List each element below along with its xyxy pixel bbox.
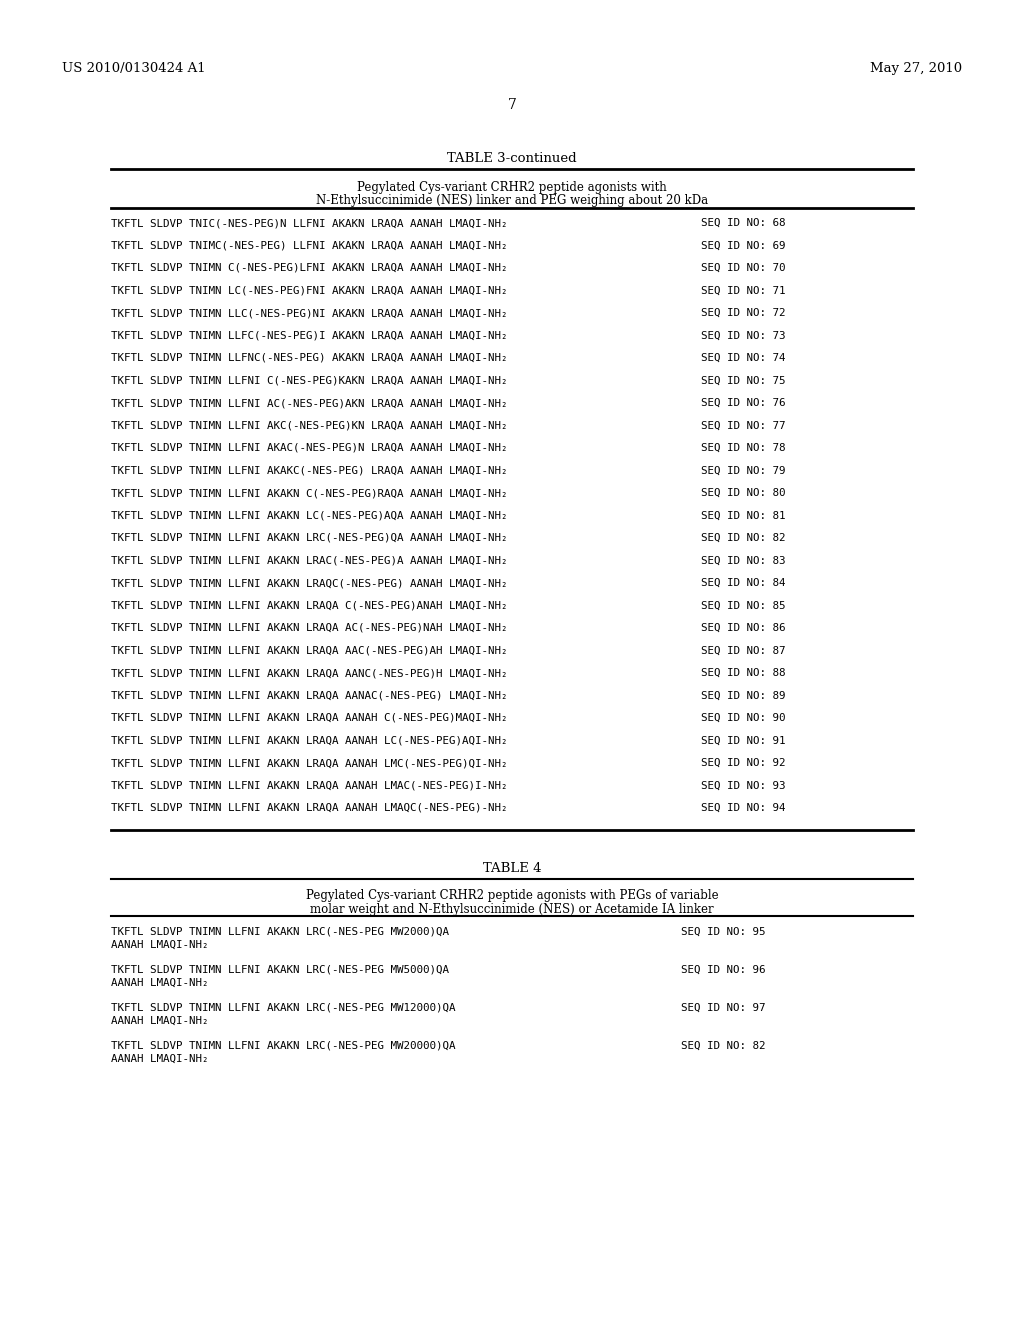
Text: TKFTL SLDVP TNIMC(-NES-PEG) LLFNI AKAKN LRAQA AANAH LMAQI-NH₂: TKFTL SLDVP TNIMC(-NES-PEG) LLFNI AKAKN … xyxy=(111,240,507,251)
Text: TKFTL SLDVP TNIMN LLFNI AKAKN LC(-NES-PEG)AQA AANAH LMAQI-NH₂: TKFTL SLDVP TNIMN LLFNI AKAKN LC(-NES-PE… xyxy=(111,511,507,520)
Text: TKFTL SLDVP TNIMN LLFNI AC(-NES-PEG)AKN LRAQA AANAH LMAQI-NH₂: TKFTL SLDVP TNIMN LLFNI AC(-NES-PEG)AKN … xyxy=(111,399,507,408)
Text: TKFTL SLDVP TNIMN LLFNC(-NES-PEG) AKAKN LRAQA AANAH LMAQI-NH₂: TKFTL SLDVP TNIMN LLFNC(-NES-PEG) AKAKN … xyxy=(111,352,507,363)
Text: TKFTL SLDVP TNIMN C(-NES-PEG)LFNI AKAKN LRAQA AANAH LMAQI-NH₂: TKFTL SLDVP TNIMN C(-NES-PEG)LFNI AKAKN … xyxy=(111,263,507,273)
Text: SEQ ID NO: 96: SEQ ID NO: 96 xyxy=(681,965,766,974)
Text: TKFTL SLDVP TNIMN LLFNI AKAKN LRAQA AANAH C(-NES-PEG)MAQI-NH₂: TKFTL SLDVP TNIMN LLFNI AKAKN LRAQA AANA… xyxy=(111,713,507,723)
Text: TKFTL SLDVP TNIMN LLFNI AKAKN LRC(-NES-PEG MW2000)QA: TKFTL SLDVP TNIMN LLFNI AKAKN LRC(-NES-P… xyxy=(111,927,449,936)
Text: TKFTL SLDVP TNIMN LLC(-NES-PEG)NI AKAKN LRAQA AANAH LMAQI-NH₂: TKFTL SLDVP TNIMN LLC(-NES-PEG)NI AKAKN … xyxy=(111,308,507,318)
Text: TKFTL SLDVP TNIMN LLFNI AKAKN LRAQA AANAH LMAQC(-NES-PEG)-NH₂: TKFTL SLDVP TNIMN LLFNI AKAKN LRAQA AANA… xyxy=(111,803,507,813)
Text: TKFTL SLDVP TNIMN LLFNI AKAKN LRAC(-NES-PEG)A AANAH LMAQI-NH₂: TKFTL SLDVP TNIMN LLFNI AKAKN LRAC(-NES-… xyxy=(111,556,507,565)
Text: SEQ ID NO: 91: SEQ ID NO: 91 xyxy=(701,735,786,746)
Text: SEQ ID NO: 71: SEQ ID NO: 71 xyxy=(701,285,786,296)
Text: TABLE 3-continued: TABLE 3-continued xyxy=(447,152,577,165)
Text: SEQ ID NO: 85: SEQ ID NO: 85 xyxy=(701,601,786,610)
Text: SEQ ID NO: 87: SEQ ID NO: 87 xyxy=(701,645,786,656)
Text: SEQ ID NO: 88: SEQ ID NO: 88 xyxy=(701,668,786,678)
Text: TKFTL SLDVP TNIMN LC(-NES-PEG)FNI AKAKN LRAQA AANAH LMAQI-NH₂: TKFTL SLDVP TNIMN LC(-NES-PEG)FNI AKAKN … xyxy=(111,285,507,296)
Text: SEQ ID NO: 70: SEQ ID NO: 70 xyxy=(701,263,786,273)
Text: SEQ ID NO: 93: SEQ ID NO: 93 xyxy=(701,780,786,791)
Text: SEQ ID NO: 78: SEQ ID NO: 78 xyxy=(701,444,786,453)
Text: TKFTL SLDVP TNIMN LLFC(-NES-PEG)I AKAKN LRAQA AANAH LMAQI-NH₂: TKFTL SLDVP TNIMN LLFC(-NES-PEG)I AKAKN … xyxy=(111,330,507,341)
Text: AANAH LMAQI-NH₂: AANAH LMAQI-NH₂ xyxy=(111,978,208,987)
Text: TKFTL SLDVP TNIMN LLFNI AKAKN LRC(-NES-PEG)QA AANAH LMAQI-NH₂: TKFTL SLDVP TNIMN LLFNI AKAKN LRC(-NES-P… xyxy=(111,533,507,543)
Text: molar weight and N-Ethylsuccinimide (NES) or Acetamide IA linker: molar weight and N-Ethylsuccinimide (NES… xyxy=(310,903,714,916)
Text: TKFTL SLDVP TNIMN LLFNI AKAKN LRAQA AANAH LMC(-NES-PEG)QI-NH₂: TKFTL SLDVP TNIMN LLFNI AKAKN LRAQA AANA… xyxy=(111,758,507,768)
Text: TKFTL SLDVP TNIMN LLFNI AKAKN LRAQC(-NES-PEG) AANAH LMAQI-NH₂: TKFTL SLDVP TNIMN LLFNI AKAKN LRAQC(-NES… xyxy=(111,578,507,587)
Text: AANAH LMAQI-NH₂: AANAH LMAQI-NH₂ xyxy=(111,1015,208,1026)
Text: TABLE 4: TABLE 4 xyxy=(482,862,542,874)
Text: SEQ ID NO: 73: SEQ ID NO: 73 xyxy=(701,330,786,341)
Text: SEQ ID NO: 89: SEQ ID NO: 89 xyxy=(701,690,786,701)
Text: TKFTL SLDVP TNIMN LLFNI AKC(-NES-PEG)KN LRAQA AANAH LMAQI-NH₂: TKFTL SLDVP TNIMN LLFNI AKC(-NES-PEG)KN … xyxy=(111,421,507,430)
Text: TKFTL SLDVP TNIMN LLFNI AKAKN C(-NES-PEG)RAQA AANAH LMAQI-NH₂: TKFTL SLDVP TNIMN LLFNI AKAKN C(-NES-PEG… xyxy=(111,488,507,498)
Text: SEQ ID NO: 76: SEQ ID NO: 76 xyxy=(701,399,786,408)
Text: Pegylated Cys-variant CRHR2 peptide agonists with PEGs of variable: Pegylated Cys-variant CRHR2 peptide agon… xyxy=(306,890,718,903)
Text: SEQ ID NO: 83: SEQ ID NO: 83 xyxy=(701,556,786,565)
Text: TKFTL SLDVP TNIMN LLFNI AKAKN LRAQA C(-NES-PEG)ANAH LMAQI-NH₂: TKFTL SLDVP TNIMN LLFNI AKAKN LRAQA C(-N… xyxy=(111,601,507,610)
Text: SEQ ID NO: 92: SEQ ID NO: 92 xyxy=(701,758,786,768)
Text: SEQ ID NO: 94: SEQ ID NO: 94 xyxy=(701,803,786,813)
Text: SEQ ID NO: 77: SEQ ID NO: 77 xyxy=(701,421,786,430)
Text: TKFTL SLDVP TNIC(-NES-PEG)N LLFNI AKAKN LRAQA AANAH LMAQI-NH₂: TKFTL SLDVP TNIC(-NES-PEG)N LLFNI AKAKN … xyxy=(111,218,507,228)
Text: TKFTL SLDVP TNIMN LLFNI AKAKN LRC(-NES-PEG MW5000)QA: TKFTL SLDVP TNIMN LLFNI AKAKN LRC(-NES-P… xyxy=(111,965,449,974)
Text: TKFTL SLDVP TNIMN LLFNI AKAKN LRAQA AANC(-NES-PEG)H LMAQI-NH₂: TKFTL SLDVP TNIMN LLFNI AKAKN LRAQA AANC… xyxy=(111,668,507,678)
Text: TKFTL SLDVP TNIMN LLFNI AKAKN LRC(-NES-PEG MW20000)QA: TKFTL SLDVP TNIMN LLFNI AKAKN LRC(-NES-P… xyxy=(111,1040,455,1051)
Text: SEQ ID NO: 81: SEQ ID NO: 81 xyxy=(701,511,786,520)
Text: N-Ethylsuccinimide (NES) linker and PEG weighing about 20 kDa: N-Ethylsuccinimide (NES) linker and PEG … xyxy=(316,194,708,207)
Text: SEQ ID NO: 74: SEQ ID NO: 74 xyxy=(701,352,786,363)
Text: TKFTL SLDVP TNIMN LLFNI AKAKN LRAQA AC(-NES-PEG)NAH LMAQI-NH₂: TKFTL SLDVP TNIMN LLFNI AKAKN LRAQA AC(-… xyxy=(111,623,507,634)
Text: TKFTL SLDVP TNIMN LLFNI AKAC(-NES-PEG)N LRAQA AANAH LMAQI-NH₂: TKFTL SLDVP TNIMN LLFNI AKAC(-NES-PEG)N … xyxy=(111,444,507,453)
Text: SEQ ID NO: 80: SEQ ID NO: 80 xyxy=(701,488,786,498)
Text: TKFTL SLDVP TNIMN LLFNI C(-NES-PEG)KAKN LRAQA AANAH LMAQI-NH₂: TKFTL SLDVP TNIMN LLFNI C(-NES-PEG)KAKN … xyxy=(111,375,507,385)
Text: SEQ ID NO: 97: SEQ ID NO: 97 xyxy=(681,1002,766,1012)
Text: TKFTL SLDVP TNIMN LLFNI AKAKC(-NES-PEG) LRAQA AANAH LMAQI-NH₂: TKFTL SLDVP TNIMN LLFNI AKAKC(-NES-PEG) … xyxy=(111,466,507,475)
Text: May 27, 2010: May 27, 2010 xyxy=(869,62,962,75)
Text: 7: 7 xyxy=(508,98,516,112)
Text: SEQ ID NO: 68: SEQ ID NO: 68 xyxy=(701,218,786,228)
Text: Pegylated Cys-variant CRHR2 peptide agonists with: Pegylated Cys-variant CRHR2 peptide agon… xyxy=(357,181,667,194)
Text: TKFTL SLDVP TNIMN LLFNI AKAKN LRAQA AAC(-NES-PEG)AH LMAQI-NH₂: TKFTL SLDVP TNIMN LLFNI AKAKN LRAQA AAC(… xyxy=(111,645,507,656)
Text: SEQ ID NO: 82: SEQ ID NO: 82 xyxy=(681,1040,766,1051)
Text: TKFTL SLDVP TNIMN LLFNI AKAKN LRAQA AANAH LC(-NES-PEG)AQI-NH₂: TKFTL SLDVP TNIMN LLFNI AKAKN LRAQA AANA… xyxy=(111,735,507,746)
Text: SEQ ID NO: 95: SEQ ID NO: 95 xyxy=(681,927,766,936)
Text: SEQ ID NO: 75: SEQ ID NO: 75 xyxy=(701,375,786,385)
Text: SEQ ID NO: 84: SEQ ID NO: 84 xyxy=(701,578,786,587)
Text: AANAH LMAQI-NH₂: AANAH LMAQI-NH₂ xyxy=(111,1053,208,1064)
Text: SEQ ID NO: 79: SEQ ID NO: 79 xyxy=(701,466,786,475)
Text: SEQ ID NO: 90: SEQ ID NO: 90 xyxy=(701,713,786,723)
Text: US 2010/0130424 A1: US 2010/0130424 A1 xyxy=(62,62,206,75)
Text: SEQ ID NO: 69: SEQ ID NO: 69 xyxy=(701,240,786,251)
Text: TKFTL SLDVP TNIMN LLFNI AKAKN LRC(-NES-PEG MW12000)QA: TKFTL SLDVP TNIMN LLFNI AKAKN LRC(-NES-P… xyxy=(111,1002,455,1012)
Text: SEQ ID NO: 72: SEQ ID NO: 72 xyxy=(701,308,786,318)
Text: AANAH LMAQI-NH₂: AANAH LMAQI-NH₂ xyxy=(111,940,208,949)
Text: SEQ ID NO: 86: SEQ ID NO: 86 xyxy=(701,623,786,634)
Text: TKFTL SLDVP TNIMN LLFNI AKAKN LRAQA AANAC(-NES-PEG) LMAQI-NH₂: TKFTL SLDVP TNIMN LLFNI AKAKN LRAQA AANA… xyxy=(111,690,507,701)
Text: TKFTL SLDVP TNIMN LLFNI AKAKN LRAQA AANAH LMAC(-NES-PEG)I-NH₂: TKFTL SLDVP TNIMN LLFNI AKAKN LRAQA AANA… xyxy=(111,780,507,791)
Text: SEQ ID NO: 82: SEQ ID NO: 82 xyxy=(701,533,786,543)
